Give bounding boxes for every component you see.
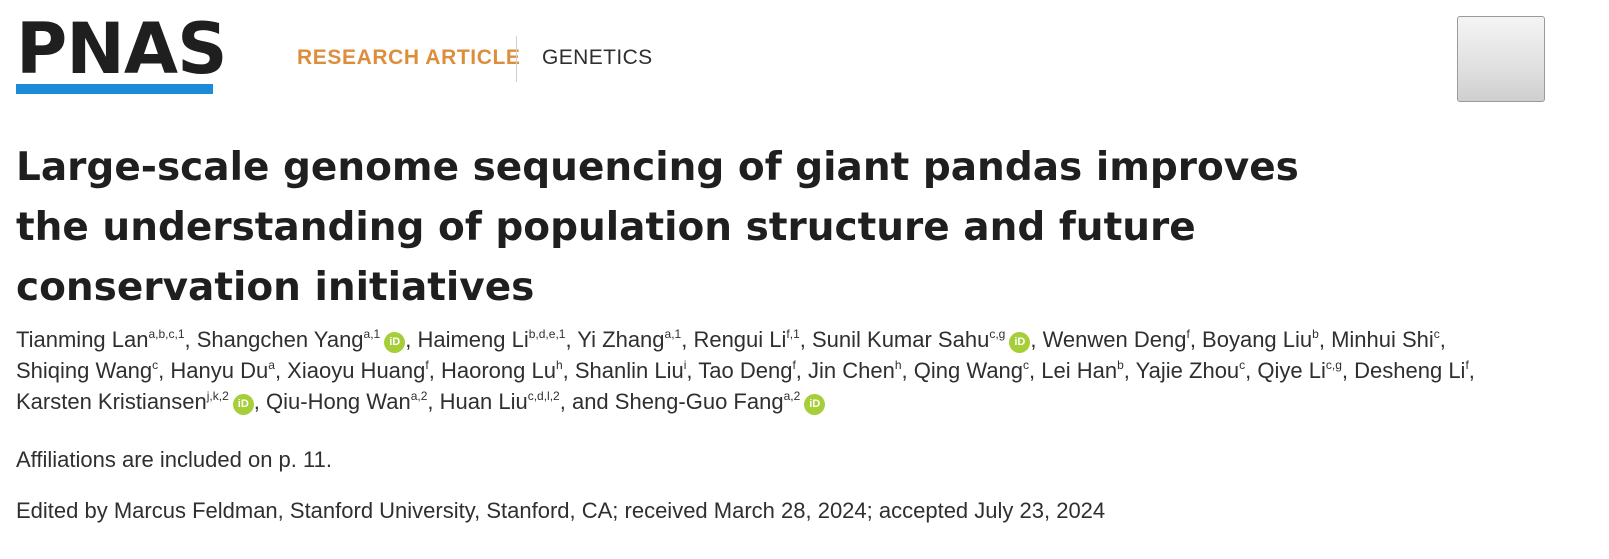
title-line: conservation initiatives	[16, 265, 535, 310]
author-affiliation-marks[interactable]: h	[555, 358, 563, 372]
author-name[interactable]: Tianming Lan	[16, 327, 149, 352]
author-name[interactable]: Qiye Li	[1257, 358, 1326, 383]
author-name[interactable]: Qing Wang	[913, 358, 1024, 383]
pnas-logo[interactable]: PNAS	[16, 14, 227, 98]
author-name[interactable]: Haorong Lu	[440, 358, 556, 383]
author-name[interactable]: Shanlin Liu	[574, 358, 684, 383]
author-affiliation-marks[interactable]: c	[1239, 358, 1246, 372]
author-affiliation-marks[interactable]: b	[1312, 327, 1319, 341]
author-name[interactable]: Qiu-Hong Wan	[266, 389, 411, 414]
author-name[interactable]: Jin Chen	[808, 358, 895, 383]
author-affiliation-marks[interactable]: f	[425, 358, 429, 372]
author-name[interactable]: Shiqing Wang	[16, 358, 153, 383]
editor-and-dates: Edited by Marcus Feldman, Stanford Unive…	[16, 498, 1106, 523]
author-affiliation-marks[interactable]: i	[683, 358, 687, 372]
author-name[interactable]: Lei Han	[1041, 358, 1118, 383]
author-name[interactable]: Yi Zhang	[577, 327, 665, 352]
orcid-icon[interactable]: iD	[232, 394, 254, 415]
author-name[interactable]: Sheng-Guo Fang	[614, 389, 784, 414]
logo-underline	[16, 84, 213, 94]
journal-cover-thumbnail[interactable]	[1457, 16, 1545, 102]
author-affiliation-marks[interactable]: j,k,2	[206, 389, 229, 403]
title-line: Large-scale genome sequencing of giant p…	[16, 145, 1299, 190]
author-name[interactable]: Haimeng Li	[417, 327, 529, 352]
author-name[interactable]: Minhui Shi	[1331, 327, 1434, 352]
author-affiliation-marks[interactable]: a,1	[664, 327, 682, 341]
author-affiliation-marks[interactable]: a,2	[410, 389, 428, 403]
author-affiliation-marks[interactable]: c,d,l,2	[527, 389, 560, 403]
author-name[interactable]: Xiaoyu Huang	[287, 358, 426, 383]
author-name[interactable]: Rengui Li	[693, 327, 787, 352]
author-line: Karsten Kristiansenj,k,2iD, Qiu-Hong Wan…	[16, 386, 1576, 417]
author-name[interactable]: Huan Liu	[439, 389, 528, 414]
author-affiliation-marks[interactable]: f	[1186, 327, 1190, 341]
article-type-label: RESEARCH ARTICLE	[297, 46, 521, 69]
author-name[interactable]: Sunil Kumar Sahu	[811, 327, 990, 352]
author-name[interactable]: Wenwen Deng	[1042, 327, 1187, 352]
author-affiliation-marks[interactable]: c	[1433, 327, 1440, 341]
article-title: Large-scale genome sequencing of giant p…	[16, 138, 1456, 318]
subject-label[interactable]: GENETICS	[542, 46, 653, 69]
author-affiliation-marks[interactable]: f	[1465, 358, 1469, 372]
logo-text: PNAS	[16, 8, 227, 90]
author-affiliation-marks[interactable]: a,1	[363, 327, 381, 341]
author-affiliation-marks[interactable]: a	[268, 358, 275, 372]
orcid-icon[interactable]: iD	[804, 394, 826, 415]
author-list: Tianming Lana,b,c,1, Shangchen Yanga,1iD…	[16, 324, 1576, 417]
author-affiliation-marks[interactable]: b,d,e,1	[528, 327, 566, 341]
orcid-icon[interactable]: iD	[1009, 332, 1031, 353]
author-affiliation-marks[interactable]: c,g	[1325, 358, 1342, 372]
author-line: Shiqing Wangc, Hanyu Dua, Xiaoyu Huangf,…	[16, 358, 1475, 383]
author-affiliation-marks[interactable]: c	[1023, 358, 1030, 372]
author-name[interactable]: Tao Deng	[698, 358, 793, 383]
author-affiliation-marks[interactable]: a,b,c,1	[148, 327, 185, 341]
author-name[interactable]: Karsten Kristiansen	[16, 389, 207, 414]
author-name[interactable]: Desheng Li	[1354, 358, 1466, 383]
title-line: the understanding of population structur…	[16, 205, 1196, 250]
author-line: Tianming Lana,b,c,1, Shangchen Yanga,1iD…	[16, 327, 1446, 353]
author-name[interactable]: Yajie Zhou	[1135, 358, 1240, 383]
author-conjunction: and	[571, 389, 615, 414]
author-affiliation-marks[interactable]: c,g	[989, 327, 1006, 341]
author-name[interactable]: Hanyu Du	[170, 358, 269, 383]
affiliations-note[interactable]: Affiliations are included on p. 11.	[16, 447, 332, 472]
header-divider	[516, 36, 517, 82]
author-affiliation-marks[interactable]: f	[792, 358, 796, 372]
author-name[interactable]: Boyang Liu	[1202, 327, 1313, 352]
author-name[interactable]: Shangchen Yang	[196, 327, 364, 352]
author-affiliation-marks[interactable]: f,1	[786, 327, 800, 341]
author-affiliation-marks[interactable]: a,2	[783, 389, 801, 403]
author-affiliation-marks[interactable]: c	[152, 358, 159, 372]
author-affiliation-marks[interactable]: b	[1117, 358, 1124, 372]
author-affiliation-marks[interactable]: h	[894, 358, 902, 372]
orcid-icon[interactable]: iD	[384, 332, 406, 353]
